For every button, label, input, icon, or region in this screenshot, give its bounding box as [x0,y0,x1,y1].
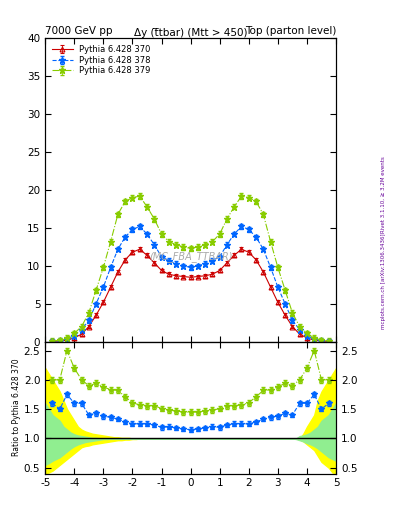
Text: 7000 GeV pp: 7000 GeV pp [45,26,113,36]
Text: (MC_FBA_TTBAR): (MC_FBA_TTBAR) [149,251,232,262]
Y-axis label: Ratio to Pythia 6.428 370: Ratio to Pythia 6.428 370 [12,359,21,457]
Text: mcplots.cern.ch [arXiv:1306.3436]: mcplots.cern.ch [arXiv:1306.3436] [381,234,386,329]
Legend: Pythia 6.428 370, Pythia 6.428 378, Pythia 6.428 379: Pythia 6.428 370, Pythia 6.428 378, Pyth… [50,42,153,78]
Text: Top (parton level): Top (parton level) [244,26,336,36]
Text: Rivet 3.1.10, ≥ 3.2M events: Rivet 3.1.10, ≥ 3.2M events [381,156,386,233]
Title: Δy (t̅tbar) (Mtt > 450): Δy (t̅tbar) (Mtt > 450) [134,28,247,37]
